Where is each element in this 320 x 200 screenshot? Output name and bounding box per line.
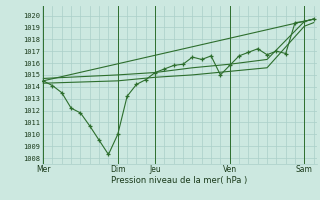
X-axis label: Pression niveau de la mer( hPa ): Pression niveau de la mer( hPa ) [111, 176, 247, 185]
